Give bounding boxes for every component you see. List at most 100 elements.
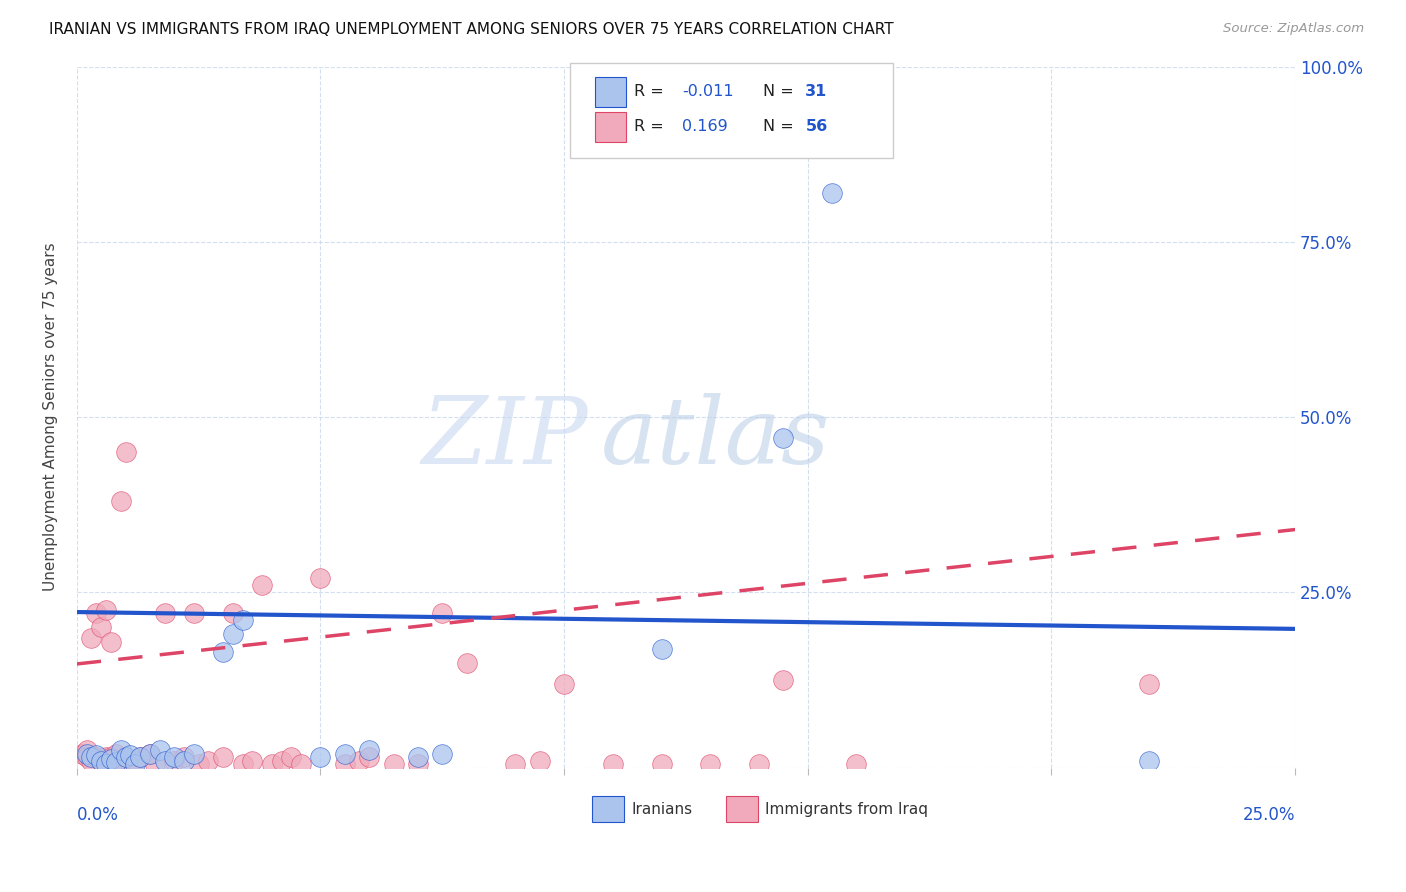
Point — [505, 757, 527, 772]
Point — [772, 431, 794, 445]
Point — [110, 743, 132, 757]
Point — [86, 607, 108, 621]
Point — [270, 754, 292, 768]
Point — [80, 631, 103, 645]
Text: IRANIAN VS IMMIGRANTS FROM IRAQ UNEMPLOYMENT AMONG SENIORS OVER 75 YEARS CORRELA: IRANIAN VS IMMIGRANTS FROM IRAQ UNEMPLOY… — [49, 22, 894, 37]
Text: 56: 56 — [806, 120, 828, 135]
Point — [163, 754, 186, 768]
Text: Iranians: Iranians — [631, 802, 692, 816]
Text: atlas: atlas — [600, 393, 830, 483]
Point — [173, 750, 195, 764]
Text: ZIP: ZIP — [422, 393, 589, 483]
Point — [104, 755, 127, 769]
Point — [129, 750, 152, 764]
Point — [143, 757, 166, 772]
Point — [602, 757, 624, 772]
Text: 31: 31 — [806, 85, 828, 99]
Text: Immigrants from Iraq: Immigrants from Iraq — [765, 802, 928, 816]
Point — [456, 656, 478, 670]
Point — [90, 620, 112, 634]
Point — [359, 743, 381, 757]
Point — [110, 754, 132, 768]
Point — [104, 747, 127, 761]
Point — [240, 754, 263, 768]
Point — [333, 757, 356, 772]
Point — [280, 750, 302, 764]
Point — [1137, 676, 1160, 690]
Point — [120, 757, 142, 772]
Point — [129, 750, 152, 764]
Point — [382, 757, 405, 772]
Point — [163, 750, 186, 764]
Point — [76, 747, 98, 761]
Point — [309, 571, 332, 585]
Text: R =: R = — [634, 120, 668, 135]
Point — [699, 757, 721, 772]
Point — [153, 754, 176, 768]
Point — [124, 757, 146, 772]
Point — [149, 743, 172, 757]
Point — [86, 750, 108, 764]
FancyBboxPatch shape — [595, 77, 626, 106]
Point — [100, 750, 122, 764]
Point — [855, 80, 877, 95]
Point — [333, 747, 356, 761]
FancyBboxPatch shape — [725, 797, 758, 822]
Point — [222, 627, 245, 641]
Point — [173, 754, 195, 768]
Point — [86, 748, 108, 763]
Point — [110, 494, 132, 508]
Point — [76, 750, 98, 764]
Text: -0.011: -0.011 — [682, 85, 734, 99]
Point — [139, 747, 162, 761]
FancyBboxPatch shape — [592, 797, 624, 822]
Point — [651, 757, 673, 772]
Point — [94, 603, 117, 617]
Point — [124, 754, 146, 768]
Text: Source: ZipAtlas.com: Source: ZipAtlas.com — [1223, 22, 1364, 36]
Point — [359, 750, 381, 764]
Point — [100, 752, 122, 766]
Point — [772, 673, 794, 687]
Point — [139, 747, 162, 761]
Point — [114, 750, 136, 764]
Point — [845, 80, 868, 95]
Point — [76, 743, 98, 757]
FancyBboxPatch shape — [571, 63, 893, 158]
Text: 0.169: 0.169 — [682, 120, 728, 135]
Point — [104, 757, 127, 772]
Point — [187, 757, 209, 772]
Point — [222, 607, 245, 621]
Point — [250, 578, 273, 592]
Point — [260, 757, 283, 772]
Point — [80, 754, 103, 768]
Text: 25.0%: 25.0% — [1243, 806, 1295, 824]
Point — [406, 757, 429, 772]
Text: R =: R = — [634, 85, 668, 99]
Point — [197, 754, 219, 768]
Point — [114, 445, 136, 459]
Point — [406, 750, 429, 764]
Text: N =: N = — [762, 85, 799, 99]
Point — [529, 754, 551, 768]
Point — [290, 757, 312, 772]
Point — [748, 757, 770, 772]
Point — [845, 757, 868, 772]
Point — [212, 645, 235, 659]
Point — [183, 607, 205, 621]
Point — [232, 614, 254, 628]
Point — [70, 747, 93, 761]
Point — [651, 641, 673, 656]
Point — [183, 747, 205, 761]
Y-axis label: Unemployment Among Seniors over 75 years: Unemployment Among Seniors over 75 years — [44, 243, 58, 591]
Text: 0.0%: 0.0% — [77, 806, 118, 824]
Point — [90, 754, 112, 768]
Point — [232, 757, 254, 772]
Point — [153, 607, 176, 621]
Point — [120, 748, 142, 763]
Point — [80, 750, 103, 764]
Point — [100, 634, 122, 648]
Point — [212, 750, 235, 764]
Point — [94, 750, 117, 764]
Point — [90, 754, 112, 768]
